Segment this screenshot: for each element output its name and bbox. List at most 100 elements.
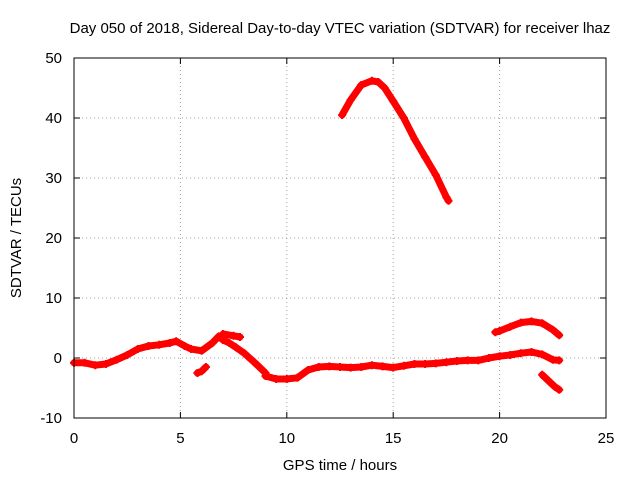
data-point (506, 351, 515, 359)
data-point (197, 367, 206, 376)
data-point (506, 322, 515, 331)
x-tick-label: 0 (70, 430, 78, 447)
series-evening-lower (538, 370, 564, 394)
data-point (527, 317, 536, 326)
data-point (101, 360, 110, 368)
data-point (367, 76, 376, 85)
data-point (442, 358, 451, 367)
data-point (444, 196, 453, 205)
data-point (231, 343, 240, 352)
data-point (544, 376, 553, 385)
grid-layer (74, 58, 606, 418)
data-point (516, 349, 525, 358)
y-tick-label: 20 (45, 230, 62, 247)
data-point (538, 319, 547, 328)
data-point (346, 96, 355, 104)
series-night-low (261, 348, 564, 383)
data-point (421, 153, 430, 161)
y-tick-label: -10 (40, 410, 62, 427)
data-point (527, 348, 536, 356)
data-point (555, 356, 564, 365)
series-line (538, 371, 563, 394)
series-high-arc (338, 76, 453, 205)
y-tick-label: 10 (45, 290, 62, 307)
data-point (538, 350, 547, 359)
data-point (187, 345, 196, 353)
data-point (474, 356, 483, 365)
data-point (550, 382, 559, 391)
data-point (548, 325, 557, 334)
data-point (399, 114, 408, 122)
data-point (240, 349, 249, 358)
data-point (346, 363, 355, 372)
data-point (555, 385, 564, 394)
x-tick-label: 10 (278, 430, 295, 447)
data-point (555, 331, 564, 340)
data-point (357, 363, 366, 371)
data-point (293, 373, 302, 382)
data-point (112, 355, 121, 364)
y-tick-label: 30 (45, 170, 62, 187)
data-point (495, 352, 504, 361)
data-point (201, 363, 210, 371)
y-tick-label: 0 (54, 350, 62, 367)
chart-title: Day 050 of 2018, Sidereal Day-to-day VTE… (70, 20, 611, 37)
y-tick-label: 40 (45, 110, 62, 127)
data-point (410, 135, 419, 143)
x-tick-label: 20 (491, 430, 508, 447)
data-point (180, 342, 189, 350)
y-axis-label: SDTVAR / TECUs (8, 178, 25, 298)
x-axis-label: GPS time / hours (283, 457, 397, 474)
data-point (431, 359, 440, 368)
series-main-trace (70, 332, 270, 377)
data-point (193, 369, 202, 377)
data-point (250, 358, 259, 367)
data-point (80, 358, 89, 367)
data-point (463, 356, 472, 365)
data-point (495, 327, 504, 335)
data-point (367, 361, 376, 370)
data-point (484, 354, 493, 362)
data-point (378, 362, 387, 371)
data-layer (70, 76, 564, 394)
data-point (538, 370, 547, 379)
data-point (389, 363, 398, 372)
data-point (282, 375, 291, 383)
data-point (165, 339, 174, 347)
data-point (374, 78, 383, 86)
data-point (516, 318, 525, 327)
data-point (261, 372, 270, 380)
data-point (91, 361, 100, 370)
data-point (314, 363, 323, 371)
data-point (357, 81, 366, 89)
x-tick-label: 25 (598, 430, 615, 447)
data-point (218, 330, 227, 338)
x-tick-label: 15 (385, 430, 402, 447)
data-point (235, 333, 244, 341)
x-tick-label: 5 (176, 430, 184, 447)
data-point (421, 360, 430, 368)
data-point (325, 362, 334, 371)
data-point (304, 366, 313, 374)
data-point (338, 111, 347, 119)
data-point (389, 97, 398, 106)
series-line (70, 332, 269, 377)
tick-layer: 0 5 10 15 20 25 -10 0 10 20 30 40 50 (40, 50, 614, 447)
data-point (229, 331, 238, 340)
data-point (453, 357, 462, 365)
data-point (123, 351, 132, 359)
data-point (491, 328, 500, 337)
data-point (144, 342, 153, 350)
series-dawn-dip (193, 363, 210, 377)
series-afternoon-spur (218, 330, 244, 341)
series-evening-upper (491, 317, 564, 340)
data-point (225, 339, 234, 347)
data-point (208, 339, 217, 347)
data-point (197, 346, 206, 355)
data-point (380, 84, 389, 92)
data-point (410, 360, 419, 368)
data-point (431, 171, 440, 179)
data-point (172, 337, 181, 346)
